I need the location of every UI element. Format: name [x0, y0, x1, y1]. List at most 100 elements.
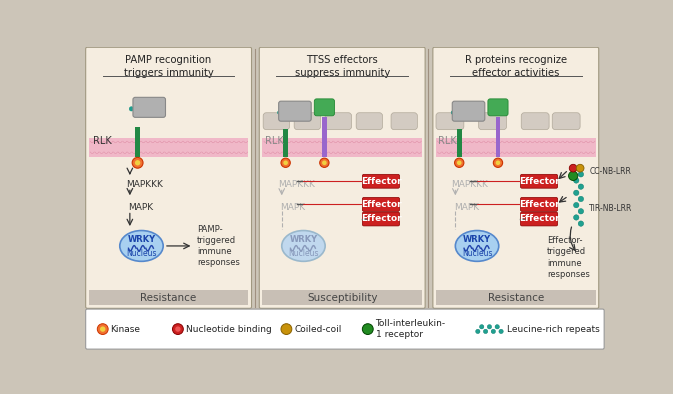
- FancyBboxPatch shape: [521, 113, 549, 130]
- FancyBboxPatch shape: [294, 113, 320, 130]
- Circle shape: [480, 325, 484, 329]
- Circle shape: [132, 157, 143, 168]
- Circle shape: [175, 326, 180, 332]
- Circle shape: [491, 329, 495, 334]
- Circle shape: [573, 215, 579, 220]
- Circle shape: [457, 160, 462, 165]
- Circle shape: [499, 329, 503, 334]
- Circle shape: [578, 221, 583, 226]
- Text: RLK: RLK: [94, 136, 112, 146]
- FancyBboxPatch shape: [433, 47, 599, 309]
- Circle shape: [281, 324, 292, 335]
- Circle shape: [487, 325, 491, 329]
- Circle shape: [573, 190, 579, 195]
- Circle shape: [320, 158, 329, 167]
- FancyBboxPatch shape: [263, 113, 289, 130]
- Bar: [436, 138, 596, 157]
- Text: MAPKKK: MAPKKK: [278, 180, 315, 189]
- Circle shape: [573, 178, 579, 183]
- Circle shape: [573, 203, 579, 208]
- Bar: [322, 117, 326, 157]
- Circle shape: [455, 108, 459, 112]
- Ellipse shape: [456, 230, 499, 261]
- Text: Resistance: Resistance: [488, 292, 544, 303]
- Circle shape: [281, 108, 285, 112]
- Text: WRKY: WRKY: [289, 235, 318, 244]
- Circle shape: [578, 184, 583, 190]
- Bar: [283, 129, 288, 157]
- Circle shape: [569, 164, 577, 172]
- FancyBboxPatch shape: [553, 113, 580, 130]
- Circle shape: [578, 172, 583, 177]
- Circle shape: [134, 104, 138, 108]
- Circle shape: [148, 107, 152, 111]
- Circle shape: [578, 208, 583, 214]
- Bar: [436, 290, 596, 305]
- Text: TIR-NB-LRR: TIR-NB-LRR: [590, 204, 633, 214]
- Circle shape: [576, 164, 584, 172]
- Text: Leucine-rich repeats: Leucine-rich repeats: [507, 325, 600, 334]
- FancyBboxPatch shape: [259, 47, 425, 309]
- Text: Coiled-coil: Coiled-coil: [294, 325, 341, 334]
- Circle shape: [98, 324, 108, 335]
- Circle shape: [285, 111, 289, 114]
- FancyBboxPatch shape: [85, 309, 604, 349]
- FancyBboxPatch shape: [488, 99, 508, 116]
- Bar: [262, 138, 422, 157]
- Text: WRKY: WRKY: [463, 235, 491, 244]
- Text: Nucleus: Nucleus: [127, 249, 157, 258]
- Ellipse shape: [282, 230, 325, 261]
- Text: WRKY: WRKY: [127, 235, 155, 244]
- Text: Effector: Effector: [361, 177, 401, 186]
- Text: MAPK: MAPK: [280, 203, 306, 212]
- FancyBboxPatch shape: [436, 113, 464, 130]
- Text: Resistance: Resistance: [141, 292, 197, 303]
- FancyBboxPatch shape: [520, 197, 558, 211]
- Circle shape: [362, 324, 374, 335]
- Circle shape: [277, 111, 281, 114]
- Bar: [135, 126, 140, 157]
- Text: Effector: Effector: [361, 200, 401, 209]
- FancyBboxPatch shape: [391, 113, 417, 130]
- Text: RLK: RLK: [438, 136, 457, 146]
- Text: MAPK: MAPK: [454, 203, 479, 212]
- Circle shape: [100, 326, 106, 332]
- Text: TTSS effectors
suppress immunity: TTSS effectors suppress immunity: [295, 55, 390, 78]
- Circle shape: [476, 329, 480, 334]
- Bar: [495, 117, 500, 157]
- Text: R proteins recognize
effector activities: R proteins recognize effector activities: [465, 55, 567, 78]
- Circle shape: [493, 158, 503, 167]
- FancyBboxPatch shape: [356, 113, 382, 130]
- Circle shape: [459, 111, 463, 114]
- Text: Kinase: Kinase: [110, 325, 141, 334]
- Text: Effector: Effector: [519, 177, 559, 186]
- FancyBboxPatch shape: [362, 197, 400, 211]
- Text: Susceptibility: Susceptibility: [307, 292, 378, 303]
- Circle shape: [483, 329, 488, 334]
- Text: Effector: Effector: [519, 214, 559, 223]
- Circle shape: [283, 160, 288, 165]
- FancyBboxPatch shape: [325, 113, 351, 130]
- Circle shape: [172, 324, 183, 335]
- Text: PAMP recognition
triggers immunity: PAMP recognition triggers immunity: [124, 55, 213, 78]
- Bar: [457, 129, 462, 157]
- Text: Nucleus: Nucleus: [462, 249, 493, 258]
- Circle shape: [463, 108, 467, 112]
- FancyBboxPatch shape: [314, 99, 334, 116]
- Text: Effector: Effector: [361, 214, 401, 223]
- FancyBboxPatch shape: [520, 174, 558, 188]
- Text: Nucleus: Nucleus: [288, 249, 319, 258]
- Text: RLK: RLK: [264, 136, 283, 146]
- Text: Effector-
triggered
immune
responses: Effector- triggered immune responses: [546, 236, 590, 279]
- FancyBboxPatch shape: [133, 97, 166, 117]
- FancyBboxPatch shape: [279, 101, 311, 121]
- Circle shape: [495, 160, 500, 165]
- Bar: [89, 290, 248, 305]
- Text: CC-NB-LRR: CC-NB-LRR: [590, 167, 631, 176]
- Circle shape: [290, 108, 293, 112]
- Text: MAPKKK: MAPKKK: [452, 180, 489, 189]
- Ellipse shape: [120, 230, 163, 261]
- FancyBboxPatch shape: [362, 212, 400, 226]
- Circle shape: [495, 325, 499, 329]
- Bar: [262, 290, 422, 305]
